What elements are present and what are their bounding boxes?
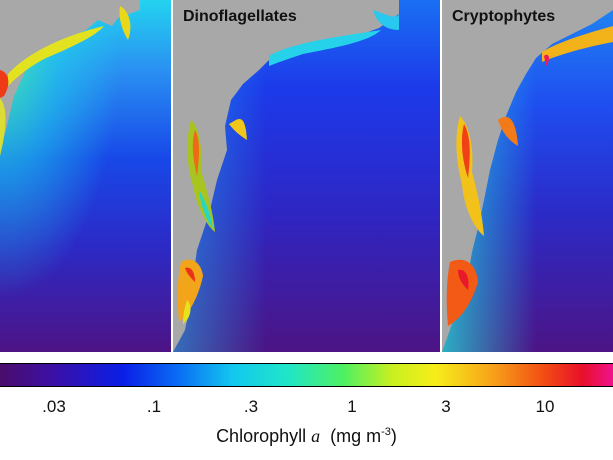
land-middle — [173, 0, 399, 352]
colorbar-tick: .03 — [42, 397, 66, 416]
colorbar-label: Chlorophyll a (mg m-3) — [0, 426, 613, 447]
colorbar-label-close: ) — [390, 426, 397, 446]
colorbar-tick: 3 — [441, 397, 451, 416]
colorbar — [0, 363, 613, 387]
land-right — [442, 0, 613, 352]
map-panel-dinoflagellates: Dinoflagellates — [173, 0, 440, 352]
colorbar-tick: 10 — [535, 397, 555, 416]
map-cryptophytes-image — [442, 0, 613, 352]
colorbar-label-var: a — [311, 426, 321, 446]
colorbar-label-units: (mg m — [330, 426, 382, 446]
panel-title-dinoflagellates: Dinoflagellates — [183, 8, 297, 25]
land-left — [0, 0, 140, 150]
map-panel-cryptophytes: Cryptophytes — [442, 0, 613, 352]
colorbar-label-main: Chlorophyll — [216, 426, 307, 446]
map-panel-left — [0, 0, 171, 352]
map-left-image — [0, 0, 171, 352]
colorbar-tick: 1 — [347, 397, 357, 416]
colorbar-tick: .1 — [146, 397, 162, 416]
colorbar-tick: .3 — [243, 397, 259, 416]
colorbar-label-exp: -3 — [381, 426, 391, 438]
panel-title-cryptophytes: Cryptophytes — [452, 8, 556, 25]
map-dinoflagellates-image — [173, 0, 440, 352]
